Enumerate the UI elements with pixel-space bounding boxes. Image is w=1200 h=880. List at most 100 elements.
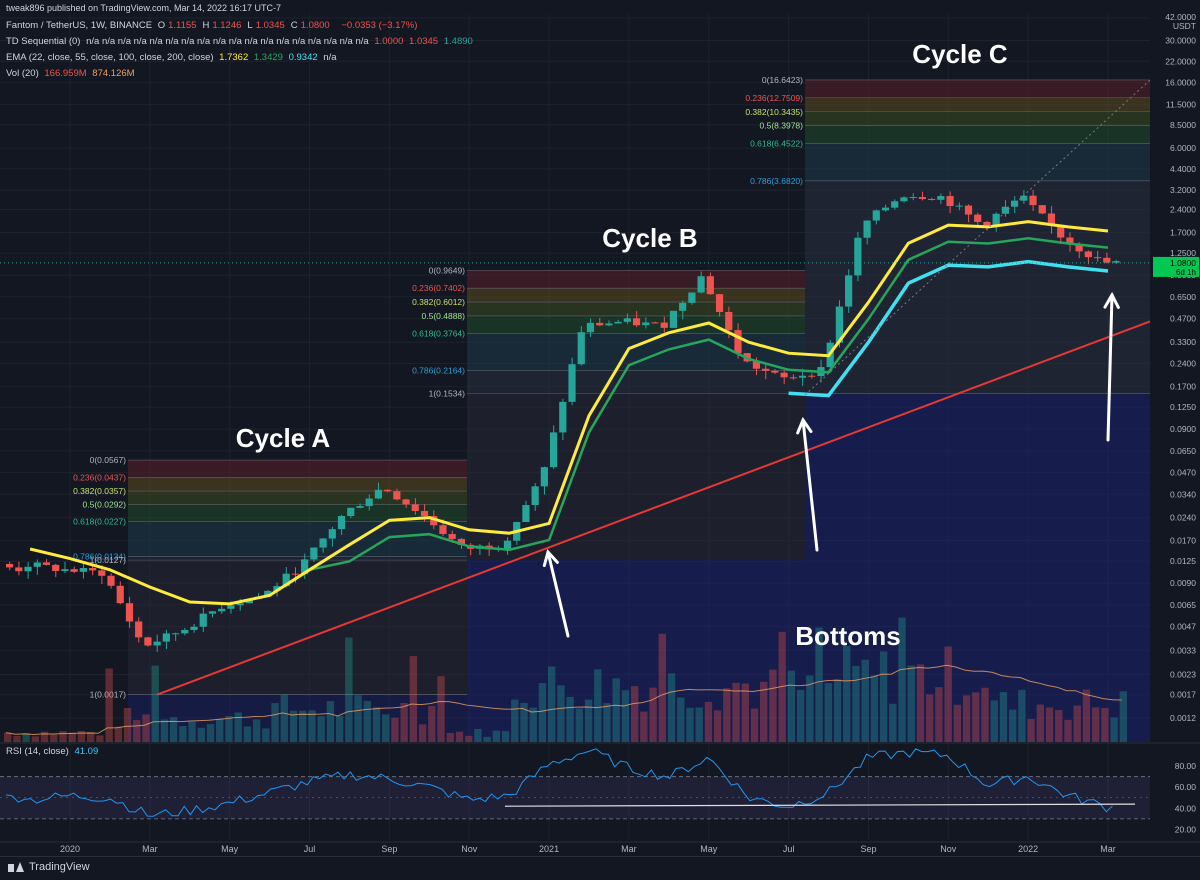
price-axis-label: 0.1250 <box>1170 402 1196 412</box>
symbol-legend: Fantom / TetherUS, 1W, BINANCE O 1.1155 H 1… <box>6 20 420 31</box>
candle-body <box>135 621 143 638</box>
candle-body <box>540 467 548 487</box>
candle-body <box>955 205 963 207</box>
support-trendline <box>156 320 1151 696</box>
candle-body <box>52 564 60 571</box>
ohlc-h: H 1.1246 <box>202 20 242 31</box>
candle-body <box>845 275 853 307</box>
volume-bar <box>409 656 418 742</box>
price-axis-label: 0.6500 <box>1170 292 1196 302</box>
volume-bar <box>889 703 897 742</box>
price-axis-label: 0.0033 <box>1170 645 1196 655</box>
volume-bar <box>68 732 76 742</box>
candle-body <box>227 605 235 609</box>
volume-bar <box>999 692 1008 742</box>
volume-bar <box>372 707 381 742</box>
time-axis-label: 2021 <box>539 844 559 854</box>
volume-bar <box>428 706 436 742</box>
candle-body <box>660 322 668 328</box>
time-axis-label: Nov <box>940 844 957 854</box>
volume-bar <box>1110 717 1118 742</box>
price-axis-label: 8.5000 <box>1170 120 1196 130</box>
volume-bar <box>787 670 796 742</box>
fib-label: 0.786(0.2164) <box>412 365 465 375</box>
candle-body <box>835 306 844 343</box>
volume-bar <box>1082 689 1091 742</box>
rsi-support-line <box>504 803 1136 807</box>
price-axis-label: 2.4000 <box>1170 204 1196 214</box>
fib-band <box>467 288 805 303</box>
volume-bar <box>916 664 925 742</box>
ema-55-line <box>309 237 1109 572</box>
candle-body <box>319 538 327 548</box>
fib-band <box>805 79 1150 98</box>
volume-bar <box>944 646 952 742</box>
volume-bar <box>1091 707 1100 742</box>
time-axis-label: May <box>700 844 718 854</box>
fib-label: 0.236(0.7402) <box>412 283 465 293</box>
candle-body <box>872 210 880 221</box>
volume-bar <box>77 730 86 742</box>
volume-bar <box>465 735 473 742</box>
candle-body <box>974 214 982 222</box>
volume-bar <box>870 675 879 742</box>
fib-label: 0.236(0.0437) <box>73 472 126 482</box>
price-axis-label: 0.0340 <box>1170 489 1196 499</box>
fib-label: 0.786(3.6820) <box>750 176 803 186</box>
fib-band <box>467 302 805 316</box>
volume-bar <box>594 669 602 742</box>
candle-body <box>642 322 650 326</box>
volume-bar <box>677 697 685 742</box>
time-axis-label: Sep <box>860 844 876 854</box>
candle-body <box>402 499 410 505</box>
fib-label: 0(16.6423) <box>762 75 803 85</box>
candle-body <box>301 559 309 575</box>
fib-band <box>467 270 805 289</box>
volume-bar <box>566 696 574 742</box>
change-value: −0.0353 (−3.17%) <box>341 20 418 31</box>
candle-body <box>1001 206 1009 214</box>
published-line: tweak896 published on TradingView.com, M… <box>6 3 281 13</box>
tradingview-logo[interactable]: TradingView <box>8 861 90 873</box>
volume-bar <box>308 710 316 742</box>
candle-body <box>715 294 724 312</box>
volume-bar <box>271 703 279 742</box>
volume-bar <box>59 731 67 742</box>
candle-body <box>190 626 198 630</box>
fib-band <box>805 143 1150 181</box>
candle-body <box>218 608 226 612</box>
price-axis-label: 0.0470 <box>1170 468 1196 478</box>
ohlc-o: O 1.1155 <box>157 20 197 31</box>
volume-bar <box>252 719 261 742</box>
candle-body <box>900 197 908 202</box>
tradingview-icon <box>8 862 24 872</box>
volume-bar <box>584 699 593 742</box>
rsi-band <box>0 776 1150 819</box>
volume-bar <box>345 637 353 742</box>
volume-bar <box>723 688 731 742</box>
volume-bar <box>197 727 205 742</box>
candle-body <box>891 201 899 208</box>
price-chart[interactable]: 0(0.0567) 0.236(0.0437) 0.382(0.0357) 0.5(0… <box>0 0 1200 856</box>
volume-bar <box>1101 707 1109 742</box>
volume-bar <box>547 666 556 742</box>
volume-bar <box>483 736 491 742</box>
candle-body <box>1066 237 1074 244</box>
time-axis-label: May <box>221 844 239 854</box>
candle-body <box>6 563 14 568</box>
volume-bar <box>179 726 187 742</box>
volume-bar <box>981 687 989 742</box>
volume-bar <box>806 675 814 742</box>
price-axis-label: 4.4000 <box>1170 164 1196 174</box>
time-axis-label: 2022 <box>1018 844 1038 854</box>
volume-bar <box>96 735 104 742</box>
candle-body <box>420 511 429 517</box>
candle-body <box>780 372 788 378</box>
volume-bar <box>815 627 823 742</box>
fib-band <box>805 111 1150 126</box>
candle-body <box>310 547 318 560</box>
price-axis-label: 0.3300 <box>1170 337 1196 347</box>
current-price-value: 1.0800 <box>1170 258 1196 268</box>
candle-body <box>706 276 714 295</box>
fib-label: 1(0.1534) <box>429 388 466 398</box>
